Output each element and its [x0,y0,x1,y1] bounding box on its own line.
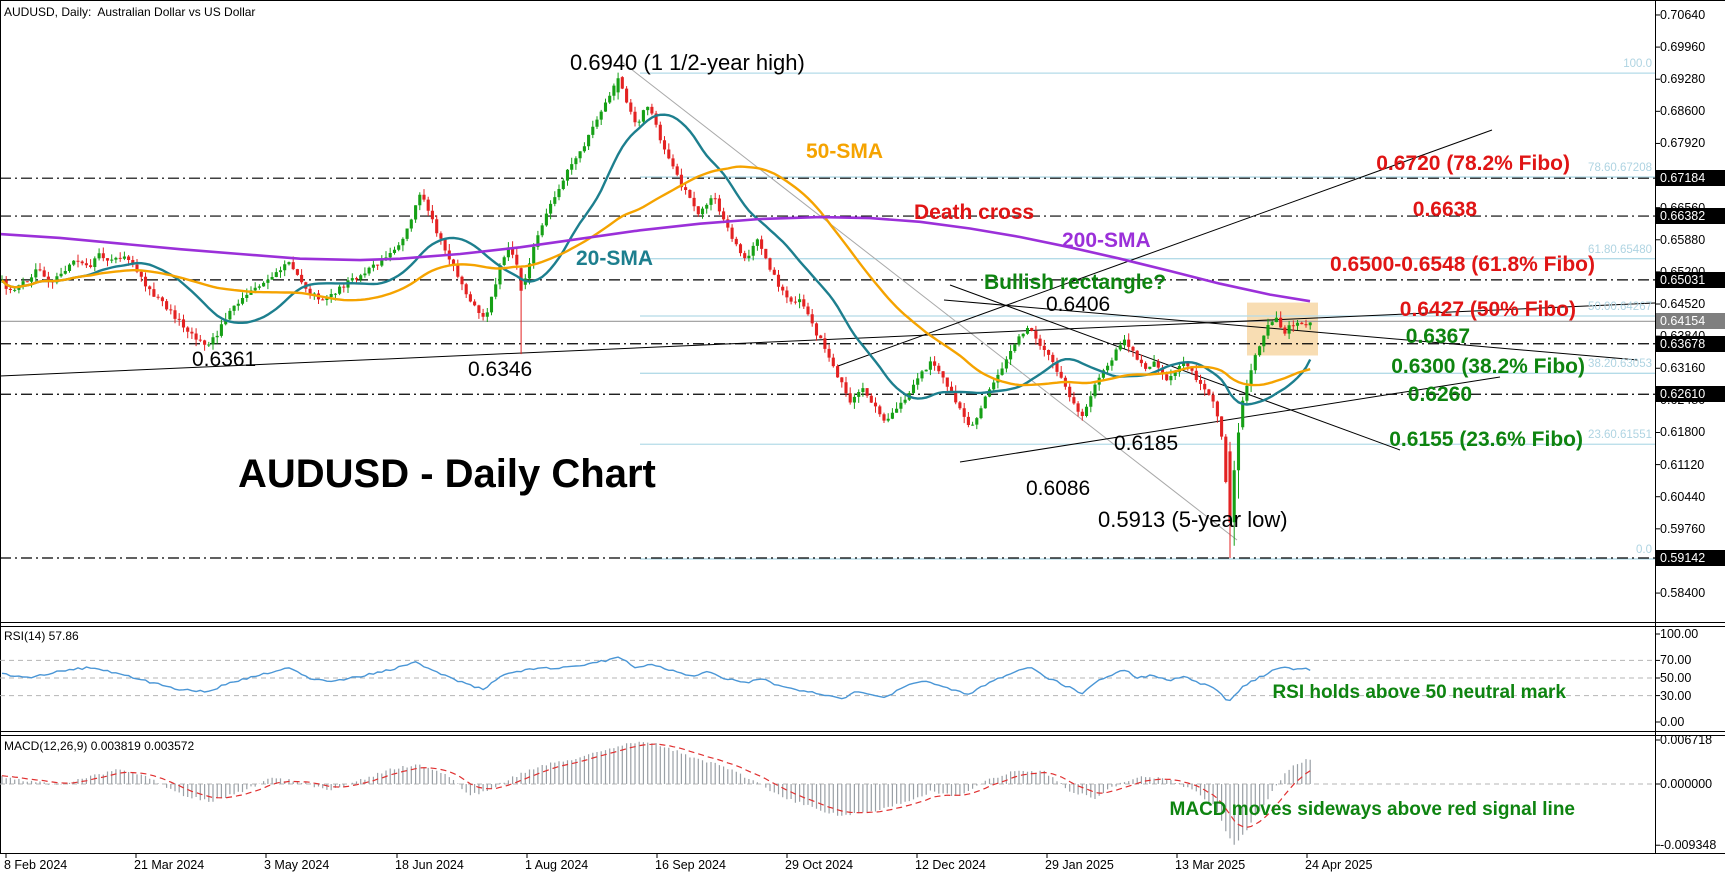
rsi-axis-tick: 70.00 [1660,653,1692,668]
level-6346-label: 0.6346 [468,358,533,381]
sma50-label: 50-SMA [806,140,884,163]
date-axis-label: 24 Apr 2025 [1305,858,1373,872]
up-candle-wicks [1,72,1311,546]
rsi-axis-tick: 30.00 [1660,688,1692,703]
current-price-tag: 0.64154 [1656,313,1725,330]
trendline-4 [943,299,1639,361]
trendline-1 [621,61,1238,541]
fibo-label-61.80.65480: 61.80.65480 [1588,243,1652,256]
date-axis-label: 1 Aug 2024 [525,858,589,872]
price-level-tag: 0.62610 [1656,386,1725,403]
price-axis-tick: 0.61800 [1660,425,1706,440]
price-axis-tick: 0.69280 [1660,72,1706,87]
trendline-5 [959,376,1501,463]
fibo-786-target-label: 0.6720 (78.2% Fibo) [1376,152,1570,175]
price-level-tag: 0.59142 [1656,550,1725,567]
date-axis-label: 21 Mar 2024 [134,858,205,872]
date-axis-label: 3 May 2024 [264,858,330,872]
price-axis-tick: 0.60440 [1660,489,1706,504]
down-candle-wicks [5,76,1307,559]
level-6367-label: 0.6367 [1405,325,1470,348]
rsi-line [1,656,1311,702]
price-level-tag: 0.63678 [1656,335,1725,352]
macd-histogram [1,741,1311,845]
fibo-382-level-label: 0.6300 (38.2% Fibo) [1391,355,1585,378]
five-year-low-label: 0.5913 (5-year low) [1098,507,1288,532]
fibo-label-38.20.63053: 38.20.63053 [1588,358,1652,371]
level-6260-label: 0.6260 [1407,383,1472,406]
rsi-indicator-label: RSI(14) 57.86 [4,629,79,643]
death-cross-label: Death cross [914,201,1035,224]
rsi-axis-tick: 50.00 [1660,671,1692,685]
fibo-label-100.0: 100.0 [1623,58,1652,71]
price-axis-tick: 0.67920 [1660,136,1706,151]
rsi-axis-tick: 100.00 [1660,627,1699,641]
price-axis-tick: 0.64520 [1660,297,1706,312]
date-axis-label: 18 Jun 2024 [395,858,464,872]
level-6638-label: 0.6638 [1412,198,1477,221]
macd-signal-line [1,743,1311,828]
bullish-rectangle-label: Bullish rectangle? [984,271,1167,294]
macd-indicator-label: MACD(12,26,9) 0.003819 0.003572 [4,739,195,753]
fibo-label-50.00.64267: 50.00.64267 [1588,300,1652,313]
trendline-2 [0,302,1656,377]
price-level-tag: 0.67184 [1656,170,1725,187]
level-6406-label: 0.6406 [1046,293,1111,316]
price-axis-tick: 0.65880 [1660,232,1706,247]
price-axis-tick: 0.61120 [1660,457,1705,472]
price-level-tag: 0.65031 [1656,271,1725,288]
macd-note: MACD moves sideways above red signal lin… [1169,799,1575,820]
fibo-label-78.60.67208: 78.60.67208 [1588,162,1652,175]
date-axis-label: 29 Oct 2024 [785,858,854,872]
macd-axis-tick: 0.006718 [1660,732,1713,747]
trendline-3 [837,129,1493,367]
price-axis-tick: 0.70640 [1660,7,1706,22]
price-axis-tick: 0.58400 [1660,586,1706,601]
level-6086-label: 0.6086 [1026,477,1091,500]
date-axis-label: 16 Sep 2024 [655,858,726,872]
macd-axis-tick: 0.000000 [1660,777,1713,791]
price-axis-tick: 0.63160 [1660,361,1706,376]
sma20-label: 20-SMA [576,247,654,270]
date-axis-label: 12 Dec 2024 [915,858,986,872]
sma200-line [0,215,1311,303]
level-6185-label: 0.6185 [1114,432,1179,455]
date-axis-label: 8 Feb 2024 [4,858,68,872]
peak-high-label: 0.6940 (1 1/2-year high) [570,50,805,75]
rsi-note: RSI holds above 50 neutral mark [1272,682,1566,703]
price-axis-tick: 0.68600 [1660,104,1706,119]
fibo-label-23.60.61551: 23.60.61551 [1588,429,1652,442]
sma20-line [1,113,1312,406]
price-axis-tick: 0.59760 [1660,521,1706,536]
date-axis-label: 13 Mar 2025 [1175,858,1246,872]
price-level-tag: 0.66382 [1656,208,1725,225]
trendline-6 [949,284,1401,451]
rsi-axis-tick: 0.00 [1660,715,1685,729]
chart-title: AUDUSD, Daily: Australian Dollar vs US D… [4,5,256,19]
price-axis-tick: 0.69960 [1660,40,1706,55]
sma50-line [1,165,1311,387]
fibo-label-0.0: 0.0 [1636,543,1652,556]
watermark-title: AUDUSD - Daily Chart [238,452,656,496]
fibo-618-zone-label: 0.6500-0.6548 (61.8% Fibo) [1330,253,1595,276]
level-6361-label: 0.6361 [192,348,257,371]
date-axis-label: 29 Jan 2025 [1045,858,1114,872]
fibo-236-level-label: 0.6155 (23.6% Fibo) [1389,428,1583,451]
macd-axis-tick: -0.009348 [1660,838,1717,853]
fibo-50-level-label: 0.6427 (50% Fibo) [1399,298,1576,321]
sma200-label: 200-SMA [1062,229,1151,252]
